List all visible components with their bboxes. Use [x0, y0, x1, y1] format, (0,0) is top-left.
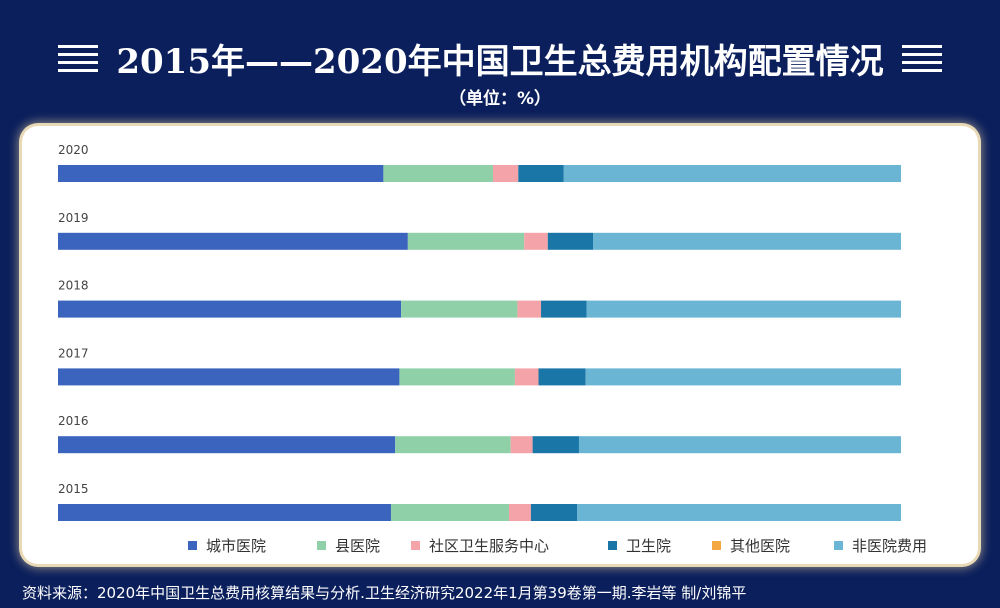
bar-2018-series-1 [401, 300, 518, 318]
bar-2015-series-1 [390, 504, 510, 521]
chart-title: 2015年——2020年中国卫生总费用机构配置情况 [116, 41, 884, 82]
category-label-2020: 2020 [58, 143, 89, 157]
bar-2015-series-5 [577, 504, 901, 521]
title-decoration-right [901, 44, 942, 72]
bar-2016-series-3 [532, 436, 579, 454]
category-label-2018: 2018 [58, 279, 89, 293]
bar-2016-series-1 [395, 436, 511, 454]
bar-2019-series-2 [524, 232, 548, 250]
legend-swatch-5 [834, 541, 843, 550]
legend-swatch-4 [712, 541, 721, 550]
legend-swatch-1 [317, 541, 326, 550]
bar-2018-series-3 [541, 300, 587, 318]
legend-swatch-2 [411, 541, 420, 550]
source-note: 资料来源：2020年中国卫生总费用核算结果与分析.卫生经济研究2022年1月第3… [22, 584, 747, 602]
bar-2020-series-3 [518, 165, 564, 182]
legend-swatch-0 [188, 541, 197, 550]
bar-2017-series-5 [585, 368, 901, 386]
category-label-2019: 2019 [58, 211, 89, 225]
bar-2017-series-3 [538, 368, 586, 386]
bar-2019-series-5 [593, 232, 901, 250]
bar-2016-series-2 [510, 436, 533, 454]
chart-panel: 2020 2019 2018 2017 2016 2015 城市医院 县医院 社区卫生服务中心 卫… [22, 126, 978, 564]
bar-2016-series-0 [58, 436, 396, 454]
bar-2015-series-0 [58, 504, 391, 521]
category-label-2015: 2015 [58, 482, 89, 496]
legend-label-3: 卫生院 [626, 537, 671, 555]
bar-2018-series-5 [586, 300, 901, 318]
bar-2019-series-0 [58, 232, 408, 250]
bar-2018-series-0 [58, 300, 402, 318]
bar-2020-series-5 [563, 165, 901, 182]
legend-label-4: 其他医院 [730, 537, 790, 555]
bar-2015-series-3 [530, 504, 578, 521]
bar-2019-series-1 [407, 232, 525, 250]
unit-label: （单位：%） [448, 89, 552, 109]
title-decoration-left [58, 44, 99, 72]
bar-2017-series-1 [399, 368, 515, 386]
bar-2018-series-2 [517, 300, 542, 318]
category-label-2016: 2016 [58, 414, 89, 428]
legend-swatch-3 [608, 541, 617, 550]
bar-2019-series-3 [547, 232, 594, 250]
bar-2020-series-2 [492, 165, 519, 182]
bar-2015-series-2 [509, 504, 531, 521]
stacked-bar-chart: 2020 2019 2018 2017 2016 2015 城市医院 县医院 社区卫生服务中心 卫… [58, 143, 927, 555]
bar-2017-series-2 [514, 368, 539, 386]
title-row: 2015年——2020年中国卫生总费用机构配置情况 [0, 30, 1000, 86]
category-label-2017: 2017 [58, 346, 89, 360]
legend-label-5: 非医院费用 [852, 537, 927, 555]
legend-label-1: 县医院 [335, 537, 380, 555]
legend-label-2: 社区卫生服务中心 [429, 537, 549, 555]
legend-label-0: 城市医院 [206, 537, 266, 555]
bar-2020-series-0 [58, 165, 384, 182]
bar-2017-series-0 [58, 368, 400, 386]
bar-2016-series-5 [578, 436, 901, 454]
bar-2020-series-1 [383, 165, 493, 182]
